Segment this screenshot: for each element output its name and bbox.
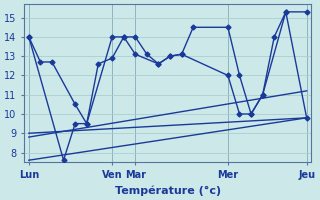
X-axis label: Température (°c): Température (°c) (115, 185, 221, 196)
